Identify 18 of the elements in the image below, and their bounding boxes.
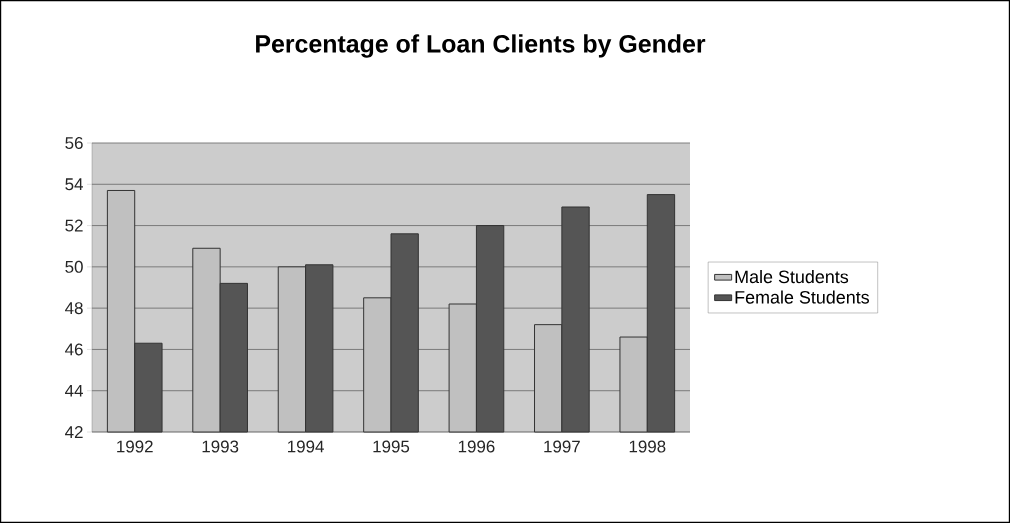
y-tick-label: 42: [65, 426, 83, 438]
y-tick-label: 52: [65, 219, 83, 232]
y-tick-label: 46: [65, 343, 83, 356]
chart-title: Percentage of Loan Clients by Gender: [256, 34, 706, 58]
x-tick-label: 1996: [458, 440, 495, 453]
y-tick-label: 54: [65, 178, 83, 191]
y-tick-label: 44: [65, 384, 83, 397]
legend-label: Female Students: [735, 290, 870, 304]
x-tick-label: 1998: [629, 440, 666, 453]
y-tick-label: 56: [65, 137, 83, 149]
legend-label: Male Students: [735, 270, 849, 284]
x-tick-label: 1995: [373, 440, 410, 453]
x-tick-label: 1997: [544, 440, 580, 453]
x-tick-label: 1992: [117, 440, 153, 453]
y-tick-label: 50: [65, 260, 83, 273]
y-tick-label: 48: [65, 302, 83, 315]
x-tick-label: 1993: [202, 440, 239, 453]
x-tick-label: 1994: [288, 440, 324, 453]
